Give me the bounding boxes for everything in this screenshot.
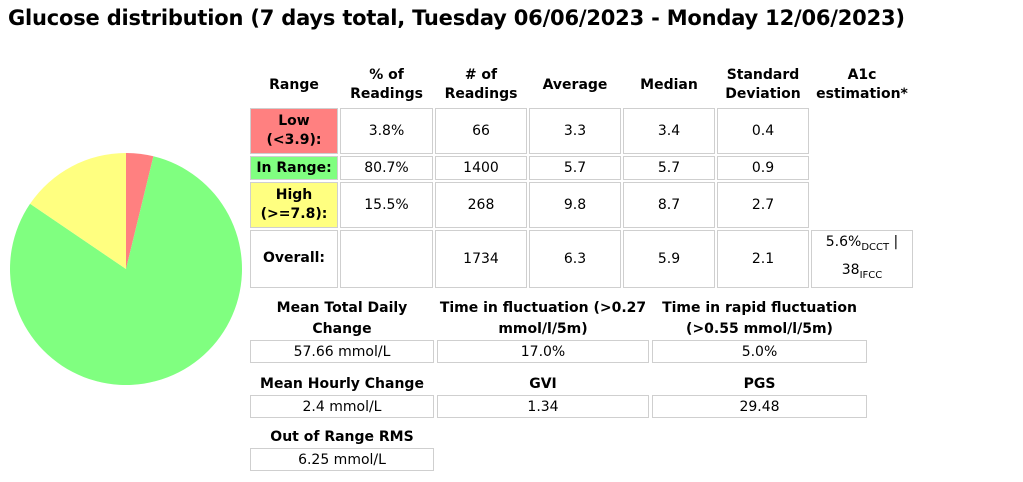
pie-slice-in-range <box>9 156 243 385</box>
a1c-ifcc-value: 38 <box>841 261 860 278</box>
cell-in-avg: 5.7 <box>529 156 621 180</box>
page-title: Glucose distribution (7 days total, Tues… <box>8 6 905 30</box>
cell-high-a1c <box>811 182 913 228</box>
glucose-pie-chart <box>9 153 243 385</box>
cell-low-num: 66 <box>435 108 527 154</box>
row-label-high: High (>=7.8): <box>250 182 338 228</box>
header-a1c: A1c estimation* <box>816 67 908 102</box>
table-row-high: High (>=7.8): 15.5% 268 9.8 8.7 2.7 <box>250 182 913 228</box>
metric-label: Time in fluctuation (>0.27 mmol/l/5m) <box>439 300 647 337</box>
cell-high-num: 268 <box>435 182 527 228</box>
header-sd: Standard Deviation <box>725 67 801 102</box>
cell-all-pct <box>340 230 433 288</box>
cell-low-median: 3.4 <box>623 108 715 154</box>
pie-slice-high <box>30 153 126 269</box>
metric-pgs: PGS 29.48 <box>652 374 867 418</box>
row-label-overall: Overall: <box>250 230 338 288</box>
cell-high-median: 8.7 <box>623 182 715 228</box>
cell-low-avg: 3.3 <box>529 108 621 154</box>
metric-value: 1.34 <box>437 395 649 418</box>
metric-value: 2.4 mmol/L <box>250 395 434 418</box>
a1c-separator: | <box>889 234 899 250</box>
metric-time-in-fluctuation: Time in fluctuation (>0.27 mmol/l/5m) 17… <box>437 298 649 363</box>
cell-in-pct: 80.7% <box>340 156 433 180</box>
cell-all-sd: 2.1 <box>717 230 809 288</box>
pie-slice-low <box>126 153 154 269</box>
table-row-in-range: In Range: 80.7% 1400 5.7 5.7 0.9 <box>250 156 913 180</box>
table-row-low: Low (<3.9): 3.8% 66 3.3 3.4 0.4 <box>250 108 913 154</box>
row-label-in-range: In Range: <box>250 156 338 180</box>
cell-all-avg: 6.3 <box>529 230 621 288</box>
table-header-row: Range % of Readings # of Readings Averag… <box>250 64 913 106</box>
metric-label: Time in rapid fluctuation (>0.55 mmol/l/… <box>662 300 857 337</box>
metric-label: Mean Total Daily Change <box>276 300 408 337</box>
cell-all-num: 1734 <box>435 230 527 288</box>
cell-low-pct: 3.8% <box>340 108 433 154</box>
cell-all-median: 5.9 <box>623 230 715 288</box>
cell-low-a1c <box>811 108 913 154</box>
header-median: Median <box>640 76 698 93</box>
metric-label: Out of Range RMS <box>270 429 414 445</box>
cell-in-num: 1400 <box>435 156 527 180</box>
metric-label: Mean Hourly Change <box>260 376 424 392</box>
metric-mean-hourly-change: Mean Hourly Change 2.4 mmol/L <box>250 374 434 418</box>
metric-label: GVI <box>529 376 557 392</box>
cell-high-pct: 15.5% <box>340 182 433 228</box>
header-pct: % of Readings <box>350 67 423 102</box>
cell-low-sd: 0.4 <box>717 108 809 154</box>
metric-value: 29.48 <box>652 395 867 418</box>
metric-value: 6.25 mmol/L <box>250 448 434 471</box>
row-label-low: Low (<3.9): <box>250 108 338 154</box>
glucose-stats-table: Range % of Readings # of Readings Averag… <box>248 62 915 290</box>
metric-out-of-range-rms: Out of Range RMS 6.25 mmol/L <box>250 427 434 471</box>
a1c-dcct-unit: DCCT <box>861 241 890 253</box>
cell-in-sd: 0.9 <box>717 156 809 180</box>
a1c-dcct-value: 5.6% <box>825 234 862 250</box>
metric-mean-total-daily-change: Mean Total Daily Change 57.66 mmol/L <box>250 298 434 363</box>
cell-in-a1c <box>811 156 913 180</box>
header-num: # of Readings <box>444 67 518 102</box>
metric-value: 17.0% <box>437 340 649 363</box>
cell-in-median: 5.7 <box>623 156 715 180</box>
metric-value: 57.66 mmol/L <box>250 340 434 363</box>
metric-gvi: GVI 1.34 <box>437 374 649 418</box>
header-range: Range <box>269 76 319 93</box>
metric-value: 5.0% <box>652 340 867 363</box>
a1c-ifcc-unit: IFCC <box>859 269 883 281</box>
table-row-overall: Overall: 1734 6.3 5.9 2.1 5.6%DCCT | 38I… <box>250 230 913 288</box>
metric-time-in-rapid-fluctuation: Time in rapid fluctuation (>0.55 mmol/l/… <box>652 298 867 363</box>
cell-high-sd: 2.7 <box>717 182 809 228</box>
cell-a1c-estimation: 5.6%DCCT | 38IFCC <box>811 230 913 288</box>
cell-high-avg: 9.8 <box>529 182 621 228</box>
metric-label: PGS <box>743 376 776 392</box>
header-average: Average <box>542 76 608 93</box>
